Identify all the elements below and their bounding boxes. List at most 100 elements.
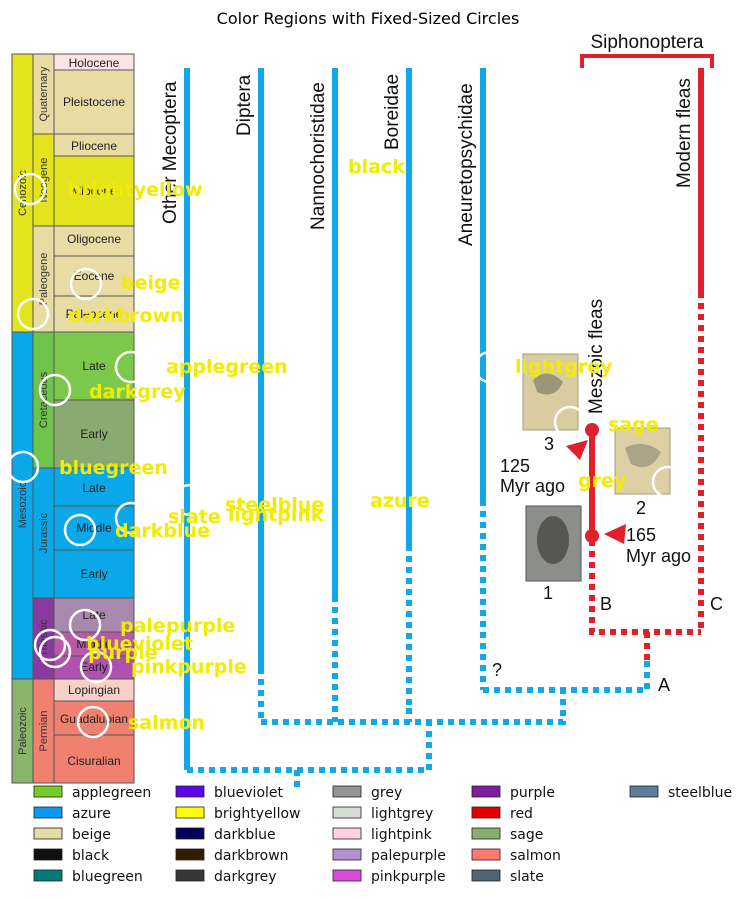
- region-circle: [38, 373, 72, 407]
- arrow-165: [604, 524, 626, 544]
- legend-swatch: [332, 827, 362, 840]
- region-circle: [473, 350, 507, 384]
- legend-label: grey: [371, 785, 402, 801]
- subclade-label: Meszoic fleas: [586, 299, 607, 414]
- region-label: blueviolet: [86, 633, 193, 655]
- siphonoptera-bracket: [580, 54, 714, 68]
- legend-swatch: [471, 848, 501, 861]
- timescale: Cenozoic Mesozoic Paleozoic Quaternary N…: [11, 53, 135, 784]
- legend-swatch: [175, 785, 205, 798]
- region-circle: [16, 297, 50, 331]
- taxon-label: Other Mecoptera: [160, 81, 181, 224]
- legend-swatch: [471, 806, 501, 819]
- dotted-flea-branch: [589, 540, 701, 635]
- epoch-label: Late: [82, 481, 106, 495]
- region-circle: [68, 608, 102, 642]
- time-note-unit: Myr ago: [626, 546, 691, 566]
- fossil-node: [585, 529, 599, 543]
- region-circle: [76, 705, 110, 739]
- legend-label: darkbrown: [214, 848, 289, 864]
- epoch-early-cretaceous: [53, 399, 135, 469]
- taxon-labels: Other Mecoptera Diptera Nannochoristidae…: [160, 32, 704, 414]
- epoch-label: Paleocene: [66, 307, 123, 321]
- clade-label: Siphonoptera: [590, 32, 703, 53]
- period-label: Quaternary: [38, 66, 50, 122]
- legend-swatch: [33, 869, 63, 882]
- region-label: slate: [168, 506, 221, 528]
- fossil-images: 1 2 3: [522, 353, 671, 603]
- region-label: lightpink: [228, 504, 324, 526]
- region-label: beige: [121, 272, 181, 294]
- legend-label: palepurple: [371, 848, 446, 864]
- region-label: applegreen: [166, 356, 288, 378]
- legend-label: sage: [510, 827, 543, 843]
- region-label: darkbrown: [68, 305, 184, 327]
- dotted-branch: [261, 690, 566, 725]
- region-labels: brightyellow black beige darkbrown apple…: [59, 156, 659, 734]
- region-circle: [38, 635, 72, 669]
- epoch-label: Cisuralian: [67, 754, 120, 768]
- legend-label: pinkpurple: [371, 869, 446, 885]
- legend-label: azure: [72, 806, 111, 822]
- epoch-label: Eocene: [74, 269, 115, 283]
- region-label: sage: [608, 414, 659, 436]
- region-circle: [651, 465, 685, 499]
- epoch-miocene: [53, 155, 135, 227]
- dotted-branch: [483, 660, 650, 693]
- legend-swatch: [175, 806, 205, 819]
- era-label: Mesozoic: [17, 481, 29, 528]
- legend-label: beige: [72, 827, 111, 843]
- time-note-unit: Myr ago: [500, 476, 565, 496]
- taxon-label: Boreidae: [382, 74, 403, 150]
- epoch-label: Early: [80, 427, 107, 441]
- node-label: B: [600, 594, 612, 614]
- region-label: bluegreen: [59, 457, 168, 479]
- region-circle: [63, 513, 97, 547]
- legend-swatch: [33, 827, 63, 840]
- legend-label: bluegreen: [72, 869, 143, 885]
- taxon-label: Aneuretopsychidae: [456, 83, 477, 246]
- legend-label: salmon: [510, 848, 561, 864]
- legend-label: darkblue: [214, 827, 276, 843]
- region-circle: [79, 650, 113, 684]
- time-note-value: 125: [500, 456, 530, 476]
- question-mark: ?: [492, 660, 502, 680]
- legend-swatch: [33, 785, 63, 798]
- epoch-late-cretaceous: [53, 331, 135, 401]
- epoch-pleistocene: [53, 69, 135, 135]
- period-label: Jurassic: [38, 512, 50, 553]
- region-label: brightyellow: [68, 179, 203, 201]
- legend-label: slate: [510, 869, 544, 885]
- epoch-eocene: [53, 255, 135, 297]
- region-label: palepurple: [120, 615, 235, 637]
- period-label: Permian: [38, 711, 50, 752]
- legend-label: red: [510, 806, 533, 822]
- region-circle: [173, 483, 207, 517]
- epoch-late-jurassic: [53, 467, 135, 507]
- region-label: steelblue: [225, 494, 324, 516]
- legend-swatch: [175, 827, 205, 840]
- legend-swatch: [629, 785, 659, 798]
- region-label: grey: [578, 470, 627, 492]
- taxon-label: Diptera: [234, 74, 255, 136]
- region-label: darkgrey: [89, 381, 186, 403]
- time-note-value: 165: [626, 525, 656, 545]
- region-label: purple: [88, 642, 158, 664]
- epoch-label: Guadalupian: [60, 712, 128, 726]
- epoch-early-jurassic: [53, 549, 135, 599]
- epoch-label: Oligocene: [67, 232, 121, 246]
- dotted-branch: [187, 722, 432, 773]
- legend-swatch: [175, 869, 205, 882]
- legend-label: lightpink: [371, 827, 433, 843]
- region-circles: [6, 172, 685, 739]
- epoch-label: Pliocene: [71, 139, 117, 153]
- epoch-label: Lopingian: [68, 683, 120, 697]
- fossil-number: 2: [636, 498, 646, 518]
- region-label: black: [348, 156, 405, 178]
- legend-swatch: [332, 869, 362, 882]
- legend-swatch: [471, 869, 501, 882]
- legend-swatch: [332, 806, 362, 819]
- legend-swatch: [175, 848, 205, 861]
- region-circle: [114, 350, 148, 384]
- legend-label: brightyellow: [214, 806, 300, 822]
